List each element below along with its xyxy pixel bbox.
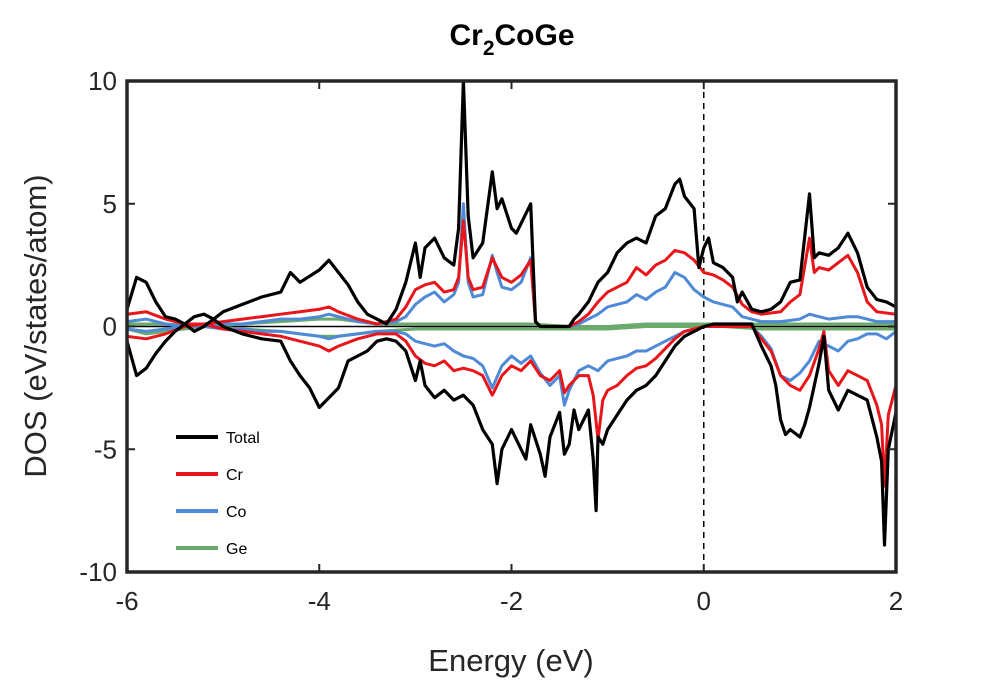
plot-area — [127, 81, 896, 572]
chart-title: Cr2CoGe — [449, 19, 574, 60]
y-tick-label: 0 — [103, 312, 117, 342]
y-tick-label: -5 — [94, 434, 117, 464]
x-axis-label: Energy (eV) — [428, 643, 593, 678]
legend-label-ge: Ge — [226, 541, 247, 558]
y-axis-label: DOS (eV/states/atom) — [18, 174, 53, 477]
y-tick-label: 5 — [103, 189, 117, 219]
axis-ticks: -6 -4 -2 0 2 10 5 0 -5 -10 — [79, 66, 903, 616]
legend-label-cr: Cr — [226, 467, 244, 484]
x-tick-label: -6 — [115, 586, 138, 616]
series-cr-spin-down — [127, 322, 896, 488]
x-tick-label: -2 — [500, 586, 523, 616]
legend-label-total: Total — [226, 430, 260, 447]
x-tick-label: 0 — [697, 586, 711, 616]
legend: Total Cr Co Ge — [176, 430, 260, 558]
series-total-spin-down — [127, 312, 896, 547]
y-tick-label: 10 — [88, 66, 117, 96]
legend-label-co: Co — [226, 504, 247, 521]
x-tick-label: 2 — [889, 586, 903, 616]
series-group — [127, 81, 896, 547]
x-tick-label: -4 — [308, 586, 331, 616]
y-tick-label: -10 — [79, 557, 117, 587]
series-total-spin-up — [127, 81, 896, 333]
